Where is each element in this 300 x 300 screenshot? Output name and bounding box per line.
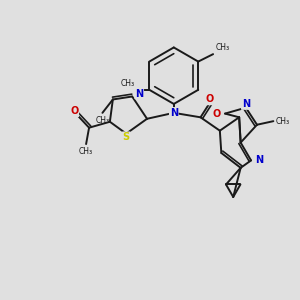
Text: O: O [206, 94, 214, 104]
Text: N: N [242, 99, 250, 109]
Text: N: N [135, 88, 143, 98]
Text: CH₃: CH₃ [79, 147, 93, 156]
Text: N: N [256, 155, 264, 165]
Text: CH₃: CH₃ [120, 79, 134, 88]
Text: CH₃: CH₃ [95, 116, 110, 125]
Text: CH₃: CH₃ [275, 117, 289, 126]
Text: S: S [123, 132, 130, 142]
Text: O: O [212, 109, 220, 118]
Text: O: O [70, 106, 78, 116]
Text: CH₃: CH₃ [215, 43, 230, 52]
Text: N: N [170, 108, 178, 118]
